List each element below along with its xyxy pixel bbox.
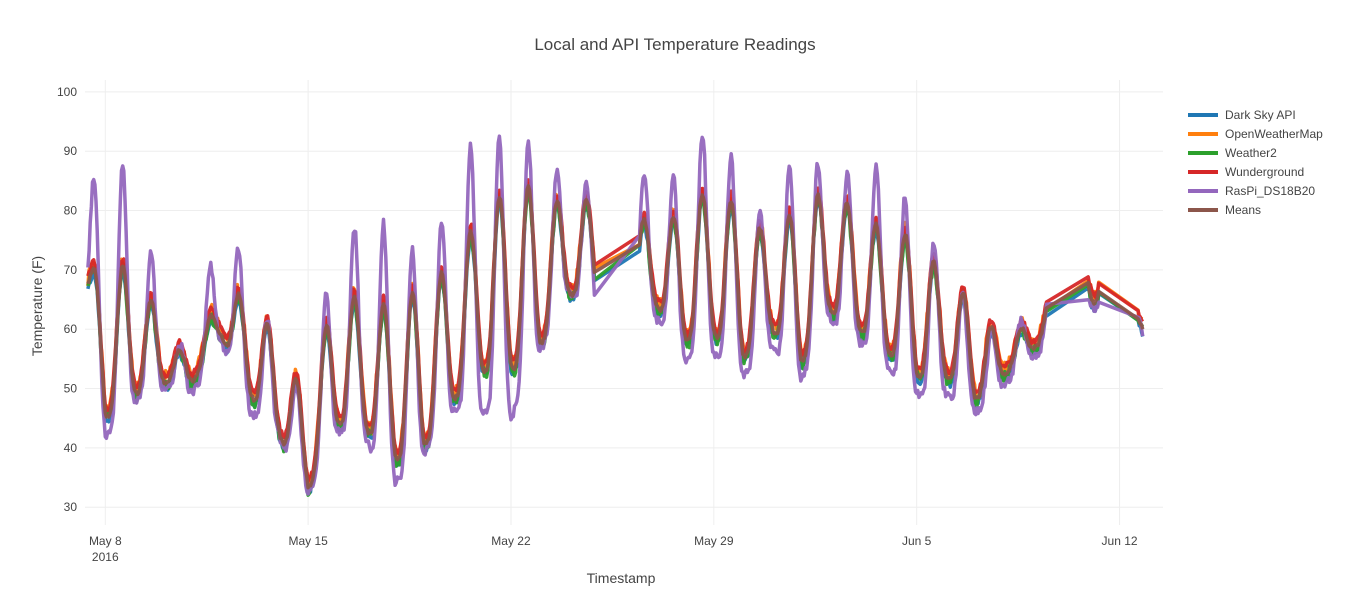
legend-label: OpenWeatherMap — [1225, 127, 1323, 141]
legend-item[interactable]: OpenWeatherMap — [1188, 127, 1323, 141]
legend-item[interactable]: Dark Sky API — [1188, 108, 1296, 122]
y-axis-title: Temperature (F) — [29, 256, 45, 356]
x-tick-label: May 8 — [89, 534, 122, 548]
chart-title: Local and API Temperature Readings — [534, 35, 815, 54]
y-tick-label: 60 — [64, 322, 78, 336]
legend-item[interactable]: Means — [1188, 203, 1261, 217]
y-tick-label: 40 — [64, 441, 78, 455]
y-tick-label: 50 — [64, 382, 78, 396]
series-line-means[interactable] — [86, 184, 1145, 490]
legend-label: Dark Sky API — [1225, 108, 1296, 122]
plot-area — [86, 134, 1145, 497]
x-tick-label: May 22 — [491, 534, 531, 548]
series-line-raspi-ds18b20[interactable] — [86, 134, 1145, 496]
legend-item[interactable]: Weather2 — [1188, 146, 1277, 160]
x-tick-label: Jun 5 — [902, 534, 932, 548]
x-tick-label: May 29 — [694, 534, 734, 548]
legend-label: Wunderground — [1225, 165, 1304, 179]
x-tick-sublabel: 2016 — [92, 550, 119, 564]
legend-label: Means — [1225, 203, 1261, 217]
y-tick-label: 80 — [64, 204, 78, 218]
gridlines — [85, 80, 1163, 525]
x-tick-label: May 15 — [288, 534, 328, 548]
y-tick-label: 30 — [64, 500, 78, 514]
x-axis-title: Timestamp — [587, 570, 656, 586]
axes: 30 40 50 60 70 80 90 100 May 8 2016 May 15 May 22 Ma… — [57, 85, 1138, 564]
series-lines — [86, 134, 1145, 497]
y-tick-label: 100 — [57, 85, 77, 99]
legend-label: RasPi_DS18B20 — [1225, 184, 1315, 198]
legend[interactable]: Dark Sky API OpenWeatherMap Weather2 Wunder… — [1188, 108, 1323, 217]
y-tick-label: 90 — [64, 144, 78, 158]
legend-label: Weather2 — [1225, 146, 1277, 160]
legend-item[interactable]: RasPi_DS18B20 — [1188, 184, 1315, 198]
y-tick-label: 70 — [64, 263, 78, 277]
legend-item[interactable]: Wunderground — [1188, 165, 1304, 179]
x-tick-label: Jun 12 — [1102, 534, 1138, 548]
series-line-wunderground[interactable] — [86, 178, 1145, 484]
